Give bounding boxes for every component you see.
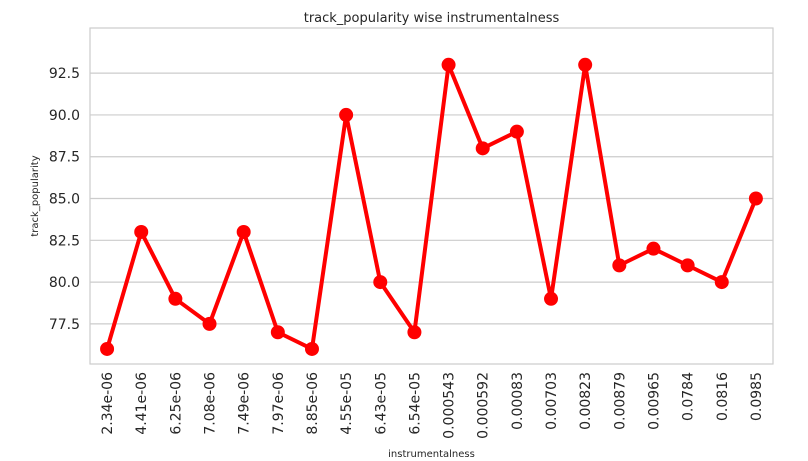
data-point [339, 107, 354, 122]
data-point [441, 57, 456, 72]
y-tick-label: 87.5 [49, 150, 80, 166]
y-tick-label: 77.5 [49, 317, 80, 333]
data-point [168, 291, 183, 306]
x-tick-label: 0.000543 [442, 372, 458, 439]
x-tick-label: 6.54e-05 [407, 372, 423, 435]
x-tick-label: 8.85e-06 [305, 372, 321, 435]
data-point [304, 341, 319, 356]
data-point [134, 224, 149, 239]
data-point [407, 325, 422, 340]
x-axis-label: instrumentalness [388, 449, 475, 460]
x-tick-label: 0.000592 [476, 372, 492, 439]
y-tick-label: 92.5 [49, 66, 80, 82]
x-tick-label: 0.00083 [510, 372, 526, 430]
data-point [748, 191, 763, 206]
x-tick-label: 7.97e-06 [271, 372, 287, 435]
data-point [714, 275, 729, 290]
x-tick-label: 0.0784 [681, 372, 697, 421]
data-point [578, 57, 593, 72]
x-tick-labels: 2.34e-06 4.41e-06 6.25e-06 7.08e-06 7.49e-06… [100, 372, 765, 439]
chart-title: track_popularity wise instrumentalness [304, 11, 560, 26]
data-point [646, 241, 661, 256]
series-line-group [100, 57, 763, 356]
x-tick-label: 6.43e-05 [373, 372, 389, 435]
y-tick-label: 85.0 [49, 192, 80, 208]
data-point [612, 258, 627, 273]
x-tick-label: 7.08e-06 [203, 372, 219, 435]
x-tick-label: 7.49e-06 [237, 372, 253, 435]
x-tick-label: 4.55e-05 [339, 372, 355, 435]
data-point [544, 291, 559, 306]
x-tick-label: 0.00879 [612, 372, 628, 430]
data-point [100, 341, 115, 356]
data-point [509, 124, 524, 139]
x-tick-label: 0.00703 [544, 372, 560, 430]
data-point [270, 325, 285, 340]
y-tick-label: 90.0 [49, 108, 80, 124]
data-point [680, 258, 695, 273]
x-tick-label: 6.25e-06 [168, 372, 184, 435]
y-tick-labels: 77.5 80.0 82.5 85.0 87.5 90.0 92.5 [49, 66, 80, 333]
x-tick-label: 0.00823 [578, 372, 594, 430]
x-tick-label: 0.00965 [646, 372, 662, 430]
y-tick-label: 82.5 [49, 233, 80, 249]
x-tick-label: 0.0985 [749, 372, 765, 421]
x-tick-label: 0.0816 [715, 372, 731, 421]
data-point [202, 316, 217, 331]
data-point [373, 275, 388, 290]
data-point [475, 141, 490, 156]
x-tick-label: 2.34e-06 [100, 372, 116, 435]
y-axis-label: track_popularity [30, 155, 41, 236]
y-tick-label: 80.0 [49, 275, 80, 291]
x-tick-label: 4.41e-06 [134, 372, 150, 435]
data-point [236, 224, 251, 239]
